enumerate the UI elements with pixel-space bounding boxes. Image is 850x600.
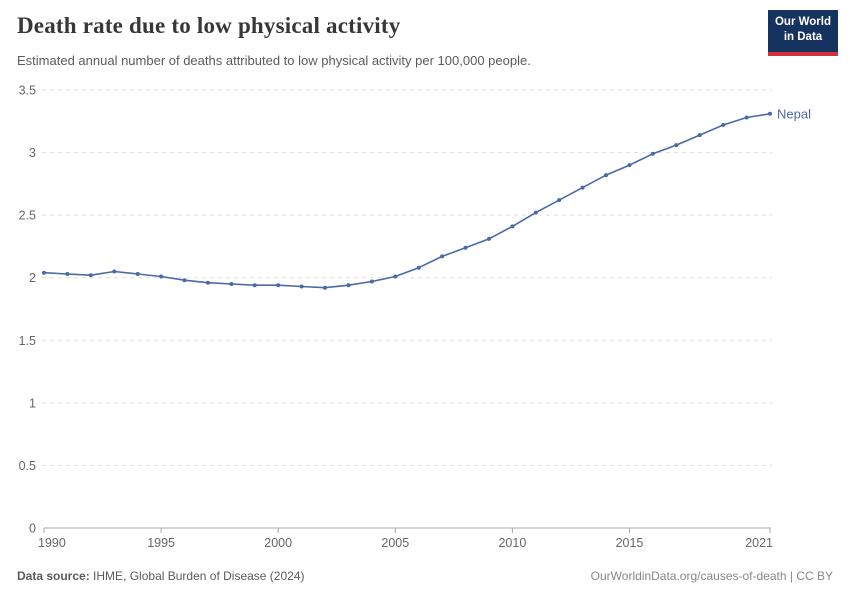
- chart-subtitle: Estimated annual number of deaths attrib…: [17, 53, 531, 68]
- data-point[interactable]: [487, 236, 491, 241]
- data-point[interactable]: [42, 270, 46, 275]
- data-point[interactable]: [697, 133, 702, 138]
- x-tick-label: 2021: [745, 536, 773, 550]
- data-point[interactable]: [182, 278, 187, 283]
- data-point[interactable]: [463, 245, 468, 250]
- data-source-note: Data source: IHME, Global Burden of Dise…: [17, 569, 304, 583]
- y-tick-label: 3.5: [19, 84, 36, 98]
- data-point[interactable]: [65, 272, 70, 276]
- data-line[interactable]: [43, 113, 771, 289]
- y-tick-label: 0: [29, 522, 36, 536]
- y-tick-label: 3: [29, 146, 36, 160]
- data-point[interactable]: [650, 151, 655, 156]
- data-point[interactable]: [346, 283, 351, 288]
- y-tick-label: 2.5: [19, 209, 36, 223]
- data-point[interactable]: [557, 198, 562, 203]
- data-point[interactable]: [533, 210, 538, 215]
- data-source-value: IHME, Global Burden of Disease (2024): [93, 569, 305, 583]
- x-tick-label: 1995: [147, 536, 175, 550]
- data-point[interactable]: [440, 254, 445, 259]
- data-point[interactable]: [768, 111, 772, 116]
- data-point[interactable]: [510, 224, 515, 229]
- y-tick-label: 2: [29, 271, 36, 285]
- x-tick-label: 2015: [616, 536, 644, 550]
- data-source-label: Data source:: [17, 569, 90, 583]
- data-point[interactable]: [721, 123, 726, 127]
- x-tick-label: 1990: [38, 536, 66, 550]
- x-tick-label: 2005: [381, 536, 409, 550]
- data-point[interactable]: [393, 274, 398, 279]
- y-tick-label: 1: [29, 396, 36, 410]
- data-point[interactable]: [369, 279, 374, 284]
- data-point[interactable]: [205, 280, 210, 285]
- data-point[interactable]: [580, 185, 585, 190]
- y-tick-label: 0.5: [19, 459, 36, 473]
- x-tick-label: 2010: [498, 536, 526, 550]
- owid-logo-line1: Our World: [774, 16, 831, 28]
- data-point[interactable]: [135, 272, 140, 276]
- data-point[interactable]: [229, 282, 234, 286]
- owid-logo-line2: in Data: [783, 30, 823, 43]
- data-point[interactable]: [744, 115, 749, 120]
- data-point[interactable]: [159, 274, 164, 279]
- data-point[interactable]: [627, 163, 632, 168]
- data-point[interactable]: [604, 173, 609, 178]
- x-tick-label: 2000: [264, 536, 292, 550]
- series-label[interactable]: Nepal: [777, 106, 811, 121]
- page-title: Death rate due to low physical activity: [17, 13, 401, 38]
- owid-logo[interactable]: Our World in Data: [768, 10, 838, 56]
- data-point[interactable]: [323, 285, 327, 290]
- attribution-link[interactable]: OurWorldinData.org/causes-of-death | CC …: [590, 569, 833, 583]
- data-point[interactable]: [299, 284, 304, 289]
- data-point[interactable]: [252, 283, 257, 288]
- data-point[interactable]: [112, 269, 117, 274]
- data-point[interactable]: [674, 143, 679, 148]
- data-point[interactable]: [276, 283, 281, 288]
- y-tick-label: 1.5: [19, 334, 36, 348]
- data-point[interactable]: [416, 265, 421, 270]
- data-point[interactable]: [88, 273, 93, 278]
